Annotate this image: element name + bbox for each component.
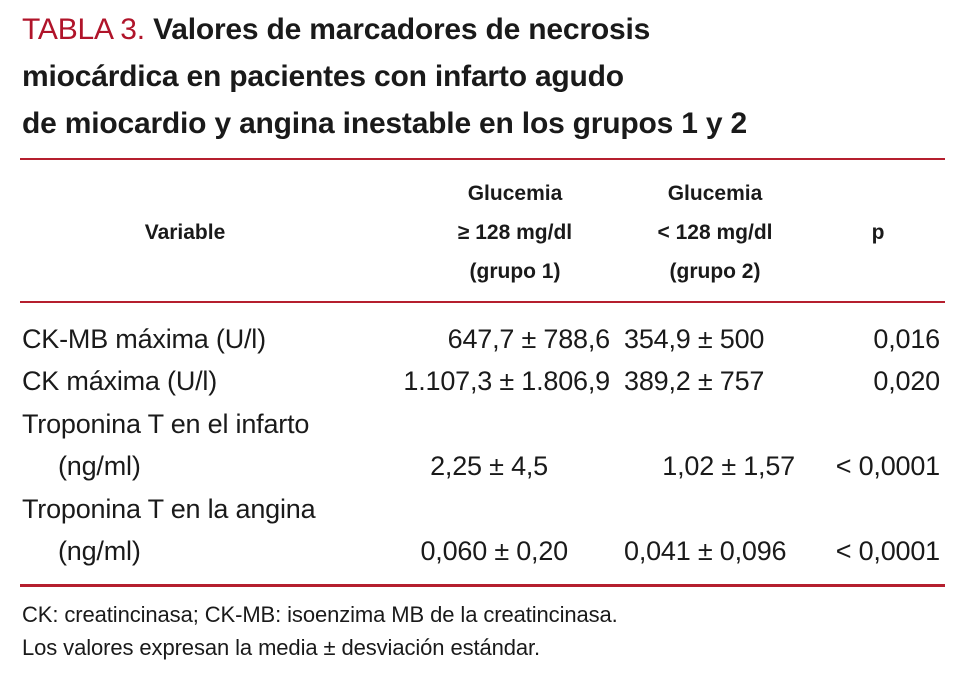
title-line-3: de miocardio y angina inestable en los g… — [22, 107, 748, 140]
header-rule — [20, 301, 945, 303]
header-group-1: Glucemia ≥ 128 mg/dl (grupo 1) — [430, 174, 600, 291]
row-3-variable-unit: (ng/ml) — [58, 451, 141, 481]
row-2-p: 0,020 — [873, 366, 940, 396]
row-4-variable-unit: (ng/ml) — [58, 536, 141, 566]
row-1-p: 0,016 — [873, 324, 940, 354]
row-1-group-2: 354,9 ± 500 — [624, 324, 765, 354]
header-group-2-line-1: Glucemia — [667, 182, 763, 205]
row-4-group-1: 0,060 ± 0,20 — [420, 536, 568, 566]
row-2-variable: CK máxima (U/l) — [22, 366, 218, 396]
row-1-group-1: 647,7 ± 788,6 — [447, 324, 611, 354]
row-1-variable: CK-MB máxima (U/l) — [22, 324, 266, 354]
table-number-label: TABLA 3. — [22, 13, 145, 46]
top-rule — [20, 158, 945, 160]
table-footnotes: CK: creatincinasa; CK-MB: isoenzima MB d… — [22, 598, 618, 664]
table-title: TABLA 3. Valores de marcadores de necros… — [22, 6, 947, 147]
row-4-group-2: 0,041 ± 0,096 — [624, 536, 787, 566]
header-group-1-line-1: Glucemia — [467, 182, 563, 205]
row-4-variable: Troponina T en la angina — [22, 494, 316, 524]
row-3-variable: Troponina T en el infarto — [22, 409, 310, 439]
row-2-group-1: 1.107,3 ± 1.806,9 — [403, 366, 610, 396]
header-group-1-line-3: (grupo 1) — [469, 260, 561, 283]
row-2-group-2: 389,2 ± 757 — [624, 366, 765, 396]
row-4-p: < 0,0001 — [835, 536, 940, 566]
header-p: p — [871, 221, 885, 244]
row-3-p: < 0,0001 — [835, 451, 940, 481]
bottom-rule — [20, 584, 945, 587]
header-group-2-line-3: (grupo 2) — [669, 260, 761, 283]
title-line-2: miocárdica en pacientes con infarto agud… — [22, 60, 624, 93]
header-variable: Variable — [144, 221, 226, 244]
header-group-2-line-2: < 128 mg/dl — [657, 221, 773, 244]
row-3-group-1: 2,25 ± 4,5 — [430, 451, 548, 481]
footnote-abbreviations: CK: creatincinasa; CK-MB: isoenzima MB d… — [22, 602, 618, 627]
title-line-1: TABLA 3. Valores de marcadores de necros… — [22, 6, 947, 53]
title-text-1: Valores de marcadores de necrosis — [153, 13, 651, 46]
header-group-2: Glucemia < 128 mg/dl (grupo 2) — [625, 174, 805, 291]
row-3-group-2: 1,02 ± 1,57 — [662, 451, 795, 481]
footnote-values: Los valores expresan la media ± desviaci… — [22, 635, 541, 660]
header-group-1-line-2: ≥ 128 mg/dl — [457, 221, 573, 244]
